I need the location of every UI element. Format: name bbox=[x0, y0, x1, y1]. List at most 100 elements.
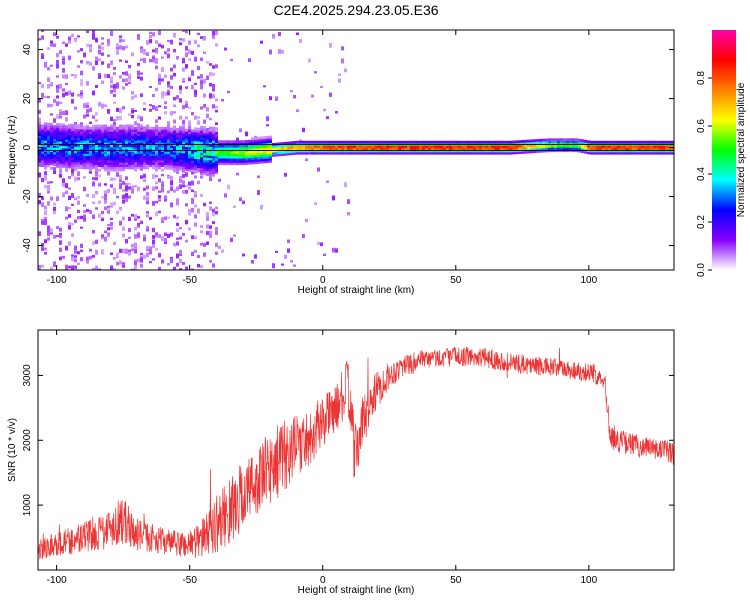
spectrogram-cell bbox=[89, 164, 92, 168]
spectrogram-cell bbox=[209, 155, 212, 159]
spectrogram-cell bbox=[113, 88, 116, 93]
spectrogram-cell bbox=[503, 140, 506, 144]
spectrogram-cell bbox=[158, 129, 161, 132]
spectrogram-cell bbox=[254, 254, 257, 259]
spectrogram-cell bbox=[56, 75, 59, 78]
spectrogram-cell bbox=[209, 153, 212, 156]
spectrogram-cell bbox=[119, 140, 122, 143]
spectrogram-cell bbox=[125, 144, 128, 148]
spectrogram-cell bbox=[74, 165, 77, 169]
spectrogram-cell bbox=[179, 137, 182, 140]
spectrogram-cell bbox=[59, 235, 62, 239]
spectrogram-cell bbox=[119, 45, 122, 50]
spectrogram-cell bbox=[596, 145, 599, 148]
spectrogram-cell bbox=[128, 135, 131, 139]
spectrogram-cell bbox=[140, 135, 143, 139]
spectrogram-cell bbox=[215, 133, 218, 137]
spectrogram-cell bbox=[365, 140, 368, 144]
spectrogram-cell bbox=[122, 137, 125, 141]
spectrogram-cell bbox=[77, 93, 80, 97]
spectrogram-cell bbox=[218, 178, 221, 182]
spectrogram-cell bbox=[101, 137, 104, 141]
spectrogram-cell bbox=[170, 85, 173, 89]
spectrogram-cell bbox=[116, 162, 119, 165]
spectrogram-cell bbox=[179, 38, 182, 41]
spectrogram-cell bbox=[524, 142, 527, 145]
spectrogram-cell bbox=[200, 158, 203, 162]
spectrogram-cell bbox=[452, 149, 455, 153]
spectrogram-cell bbox=[221, 144, 224, 148]
spectrogram-cell bbox=[623, 140, 626, 144]
spectrogram-cell bbox=[125, 239, 128, 244]
spectrogram-cell bbox=[125, 151, 128, 154]
spectrogram-cell bbox=[80, 249, 83, 252]
spectrogram-cell bbox=[59, 127, 62, 131]
spectrogram-cell bbox=[272, 149, 275, 153]
spectrogram-cell bbox=[491, 151, 494, 155]
spectrogram-cell bbox=[212, 133, 215, 137]
spectrogram-cell bbox=[176, 169, 179, 173]
spectrogram-cell bbox=[560, 140, 563, 144]
spectrogram-cell bbox=[185, 133, 188, 137]
spectrogram-cell bbox=[86, 159, 89, 163]
spectrogram-cell bbox=[56, 149, 59, 153]
spectrogram-cell bbox=[569, 147, 572, 150]
spectrogram-cell bbox=[77, 161, 80, 165]
spectrogram-cell bbox=[392, 147, 395, 151]
spectrogram-cell bbox=[479, 151, 482, 155]
spectrogram-cell bbox=[605, 147, 608, 151]
spectrogram-cell bbox=[443, 140, 446, 144]
spectrogram-cell bbox=[98, 213, 101, 218]
spectrogram-cell bbox=[218, 140, 221, 144]
spectrogram-cell bbox=[92, 151, 95, 154]
spectrogram-cell bbox=[110, 157, 113, 161]
spectrogram-cell bbox=[158, 164, 161, 168]
spectrogram-cell bbox=[107, 131, 110, 135]
spectrogram-cell bbox=[131, 155, 134, 159]
spectrogram-cell bbox=[206, 172, 209, 176]
spectrogram-cell bbox=[47, 131, 50, 135]
spectrogram-cell bbox=[110, 140, 113, 143]
spectrogram-cell bbox=[80, 144, 83, 148]
spectrogram-cell bbox=[584, 144, 587, 148]
spectrogram-cell bbox=[614, 149, 617, 153]
spectrogram-cell bbox=[203, 170, 206, 173]
spectrogram-cell bbox=[191, 147, 194, 150]
spectrogram-cell bbox=[611, 145, 614, 148]
spectrogram-cell bbox=[218, 146, 221, 150]
spectrogram-cell bbox=[50, 228, 53, 233]
spectrogram-cell bbox=[47, 227, 50, 232]
spectrogram-cell bbox=[191, 169, 194, 172]
spectrogram-cell bbox=[50, 122, 53, 126]
spectrogram-cell bbox=[530, 150, 533, 154]
spectrogram-cell bbox=[152, 32, 155, 37]
spectrogram-cell bbox=[383, 147, 386, 151]
spectrogram-cell bbox=[92, 153, 95, 157]
spectrogram-cell bbox=[173, 140, 176, 144]
spectrogram-cell bbox=[215, 127, 218, 130]
spectrogram-cell bbox=[398, 149, 401, 153]
spectrogram-cell bbox=[188, 129, 191, 132]
spectrogram-cell bbox=[86, 151, 89, 154]
spectrogram-cell bbox=[635, 151, 638, 155]
spectrogram-cell bbox=[137, 144, 140, 148]
spectrogram-cell bbox=[161, 157, 164, 161]
spectrogram-cell bbox=[230, 140, 233, 144]
spectrogram-cell bbox=[200, 74, 203, 79]
spectrogram-cell bbox=[113, 144, 116, 148]
spectrogram-cell bbox=[404, 151, 407, 155]
spectrogram-cell bbox=[245, 144, 248, 148]
spectrogram-cell bbox=[59, 165, 62, 168]
spectrogram-cell bbox=[101, 80, 104, 84]
spectrogram-cell bbox=[158, 78, 161, 82]
spectrogram-cell bbox=[149, 157, 152, 161]
spectrogram-cell bbox=[110, 177, 113, 181]
spectrogram-cell bbox=[197, 160, 200, 164]
spectrogram-cell bbox=[263, 85, 266, 88]
spectrogram-cell bbox=[521, 144, 524, 148]
spectrogram-cell bbox=[41, 264, 44, 268]
spectrogram-cell bbox=[137, 157, 140, 161]
spectrogram-cell bbox=[92, 30, 95, 35]
spectrogram-cell bbox=[509, 149, 512, 153]
spectrogram-cell bbox=[83, 128, 86, 132]
